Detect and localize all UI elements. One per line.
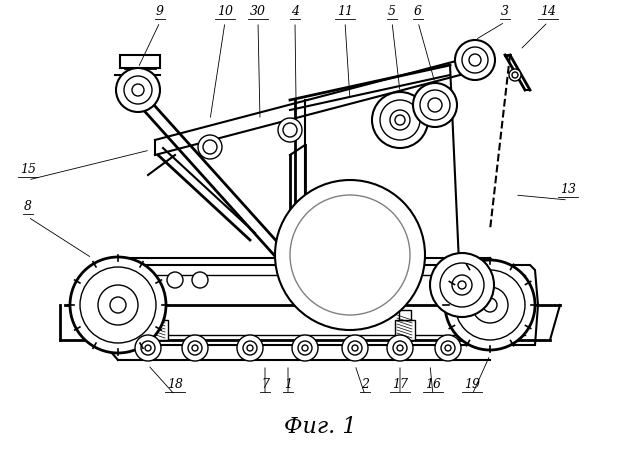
Circle shape — [290, 195, 410, 315]
Circle shape — [243, 341, 257, 355]
Bar — [399, 310, 411, 320]
Circle shape — [430, 253, 494, 317]
Text: 15: 15 — [20, 163, 36, 176]
Circle shape — [452, 275, 472, 295]
Text: 17: 17 — [392, 378, 408, 391]
Circle shape — [70, 257, 166, 353]
Circle shape — [472, 287, 508, 323]
Circle shape — [462, 47, 488, 73]
Text: 13: 13 — [560, 183, 576, 196]
Circle shape — [428, 98, 442, 112]
Circle shape — [182, 335, 208, 361]
Polygon shape — [92, 265, 538, 345]
Bar — [395, 320, 415, 340]
Circle shape — [348, 341, 362, 355]
Circle shape — [116, 68, 160, 112]
Text: 14: 14 — [540, 5, 556, 18]
Circle shape — [292, 335, 318, 361]
Circle shape — [110, 297, 126, 313]
Circle shape — [440, 263, 484, 307]
Circle shape — [413, 83, 457, 127]
Bar — [120, 55, 160, 68]
Circle shape — [302, 345, 308, 351]
Circle shape — [192, 272, 208, 288]
Circle shape — [397, 345, 403, 351]
Circle shape — [203, 140, 217, 154]
Circle shape — [198, 135, 222, 159]
Circle shape — [455, 40, 495, 80]
Text: 10: 10 — [217, 5, 233, 18]
Text: 8: 8 — [24, 200, 32, 213]
Circle shape — [372, 92, 428, 148]
Text: Фиг. 1: Фиг. 1 — [284, 416, 356, 438]
Text: 30: 30 — [250, 5, 266, 18]
Circle shape — [80, 267, 156, 343]
Circle shape — [342, 335, 368, 361]
Circle shape — [135, 335, 161, 361]
Circle shape — [483, 298, 497, 312]
Text: 5: 5 — [388, 5, 396, 18]
Circle shape — [390, 110, 410, 130]
Text: 11: 11 — [337, 5, 353, 18]
Circle shape — [380, 100, 420, 140]
Circle shape — [458, 281, 466, 289]
Bar — [148, 320, 168, 340]
Circle shape — [145, 345, 151, 351]
Circle shape — [237, 335, 263, 361]
Circle shape — [435, 335, 461, 361]
Bar — [152, 310, 164, 320]
Circle shape — [420, 90, 450, 120]
Circle shape — [455, 270, 525, 340]
Circle shape — [352, 345, 358, 351]
Circle shape — [141, 341, 155, 355]
Circle shape — [124, 76, 152, 104]
Circle shape — [445, 260, 535, 350]
Text: 6: 6 — [414, 5, 422, 18]
Text: 18: 18 — [167, 378, 183, 391]
Circle shape — [441, 341, 455, 355]
Text: 7: 7 — [261, 378, 269, 391]
Circle shape — [167, 272, 183, 288]
Circle shape — [298, 341, 312, 355]
Circle shape — [98, 285, 138, 325]
Text: 16: 16 — [425, 378, 441, 391]
Text: 19: 19 — [464, 378, 480, 391]
Circle shape — [395, 115, 405, 125]
Circle shape — [278, 118, 302, 142]
Text: 4: 4 — [291, 5, 299, 18]
Circle shape — [509, 69, 521, 81]
Circle shape — [393, 341, 407, 355]
Circle shape — [132, 84, 144, 96]
Circle shape — [247, 345, 253, 351]
Circle shape — [275, 180, 425, 330]
Text: 3: 3 — [501, 5, 509, 18]
Text: 2: 2 — [361, 378, 369, 391]
Circle shape — [469, 54, 481, 66]
Circle shape — [327, 272, 343, 288]
Circle shape — [445, 345, 451, 351]
Circle shape — [283, 123, 297, 137]
Text: 1: 1 — [284, 378, 292, 391]
Circle shape — [512, 72, 518, 78]
Text: 9: 9 — [156, 5, 164, 18]
Circle shape — [192, 345, 198, 351]
Circle shape — [188, 341, 202, 355]
Circle shape — [387, 335, 413, 361]
